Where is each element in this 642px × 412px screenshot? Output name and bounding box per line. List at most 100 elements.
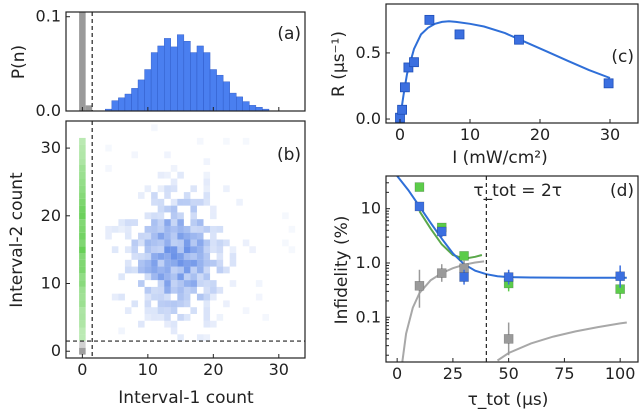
panel-b-heatmap-cell (151, 239, 158, 247)
panel-b-heatmap-cell (151, 124, 158, 132)
panel-b-heatmap-cell (183, 259, 191, 267)
panel-b-heatmap-cell (105, 144, 112, 152)
panel-a-blue-bar (222, 81, 230, 112)
panel-b-heatmap-cell (144, 246, 152, 254)
panel-a-blue-bar (137, 79, 145, 112)
panel-a-histogram: 0.0 0.1 P(n) (a) (9, 7, 306, 120)
panel-b-heatmap: 0 10 20 30 0 10 20 30 Interval-2 count Interval… (7, 120, 306, 408)
panel-b-heatmap-cell (177, 334, 184, 342)
panel-b-heatmap-cell (151, 225, 158, 233)
panel-b-heatmap-cell (105, 165, 112, 172)
panel-d-ytick-label: 10 (361, 199, 381, 218)
panel-b-ytick-label: 20 (41, 206, 61, 225)
panel-c-fit-line (399, 20, 611, 120)
panel-b-heatmap-cell (203, 192, 211, 199)
panel-c-ylabel: R (μs⁻¹) (329, 31, 349, 97)
panel-b-heatmap-cell (282, 212, 289, 220)
panel-b-heatmap-cell (170, 225, 178, 233)
panel-d-xlabel: τ_tot (μs) (468, 390, 549, 410)
panel-b-heatmap-cell (210, 286, 217, 294)
panel-a-blue-bar (144, 69, 152, 112)
panel-b-heatmap-cell (138, 232, 145, 240)
panel-b-heatmap-cell (177, 253, 184, 260)
panel-b-heatmap-cell (170, 239, 178, 247)
panel-b-green-cell (79, 246, 86, 254)
panel-b-heatmap-cell (157, 212, 165, 220)
panel-b-heatmap-cell (177, 232, 184, 240)
panel-b-heatmap-cell (216, 253, 224, 260)
panel-b-heatmap-cell (144, 185, 152, 193)
panel-a-blue-bar (150, 52, 158, 112)
panel-c-data-point (454, 29, 465, 40)
panel-b-heatmap-cell (170, 205, 178, 213)
panel-a-blue-bar (164, 38, 171, 112)
panel-a-blue-bar (209, 69, 217, 112)
panel-a-blue-bar (118, 97, 126, 112)
panel-b-heatmap-cell (111, 246, 119, 254)
panel-d-blue-point (615, 271, 625, 282)
panel-b-heatmap-cell (164, 266, 171, 274)
panel-b-heatmap-cell (262, 313, 269, 321)
panel-b-heatmap-cell (170, 273, 178, 281)
panel-b-heatmap-cell (164, 280, 171, 287)
panel-b-green-cell (79, 219, 86, 226)
panel-c-xtick-label: 20 (530, 125, 550, 144)
panel-d-frame (385, 175, 639, 363)
panel-b-heatmap-cell (124, 232, 132, 240)
panel-b-heatmap-cell (177, 266, 184, 274)
panel-b-heatmap-cell (210, 246, 217, 254)
panel-b-heatmap-cell (203, 334, 211, 342)
panel-b-heatmap-cell (196, 259, 204, 267)
panel-b-heatmap-cell (203, 280, 211, 287)
panel-d-green-point (414, 182, 425, 192)
panel-b-heatmap-cell (177, 225, 184, 233)
panel-b-heatmap-cell (157, 300, 165, 308)
panel-b-heatmap-cell (183, 273, 191, 281)
panel-b-heatmap-cell (210, 259, 217, 267)
panel-b-heatmap-cell (151, 253, 158, 260)
panel-a-ytick-label: 0.1 (36, 7, 61, 26)
panel-b-heatmap-cell (249, 246, 256, 254)
panel-b-heatmap-cell (183, 313, 191, 321)
panel-b-heatmap-cell (170, 246, 178, 254)
panel-d-plot (396, 176, 627, 362)
panel-b-ytick-label: 30 (41, 138, 61, 157)
panel-b-heatmap-cell (210, 212, 217, 220)
panel-b-heatmap-cell (151, 246, 158, 254)
panel-b-heatmap-cell (164, 185, 171, 193)
panel-b-heatmap-cell (190, 273, 197, 281)
panel-b-heatmap-cell (144, 300, 152, 308)
panel-b-cells (79, 124, 296, 355)
panel-b-heatmap-cell (157, 253, 165, 260)
panel-b-heatmap-cell (151, 259, 158, 267)
panel-b-heatmap-cell (190, 212, 197, 220)
panel-c-ytick-label: 0.5 (356, 43, 381, 62)
panel-b-label: (b) (277, 145, 301, 165)
panel-d-gray-fit-left (401, 260, 485, 362)
panel-b-heatmap-cell (177, 286, 184, 294)
panel-a-blue-bar (157, 45, 165, 112)
panel-b-heatmap-cell (183, 293, 191, 301)
panel-b-heatmap-cell (190, 280, 197, 287)
panel-b-green-cell (79, 266, 86, 274)
panel-c-data-point (409, 57, 419, 68)
panel-b-green-cell (79, 280, 86, 287)
panel-b-heatmap-cell (190, 239, 197, 247)
panel-d-green-point (459, 251, 469, 261)
panel-b-green-cell (79, 137, 86, 145)
panel-b-heatmap-cell (118, 293, 125, 301)
panel-b-green-cell (79, 313, 86, 321)
panel-b-heatmap-cell (177, 280, 184, 287)
panel-b-heatmap-cell (144, 266, 152, 274)
panel-b-heatmap-cell (196, 266, 204, 274)
panel-c-plot (395, 14, 614, 123)
panel-b-heatmap-cell (131, 266, 139, 274)
panel-b-heatmap-cell (183, 280, 191, 287)
panel-d-blue-point (503, 272, 514, 282)
panel-b-heatmap-cell (170, 307, 178, 314)
panel-b-heatmap-cell (157, 313, 165, 321)
panel-a-blue-bar (183, 41, 191, 112)
panel-b-heatmap-cell (144, 313, 152, 321)
panel-b-heatmap-cell (229, 280, 237, 287)
panel-a-blue-bar (111, 100, 119, 112)
